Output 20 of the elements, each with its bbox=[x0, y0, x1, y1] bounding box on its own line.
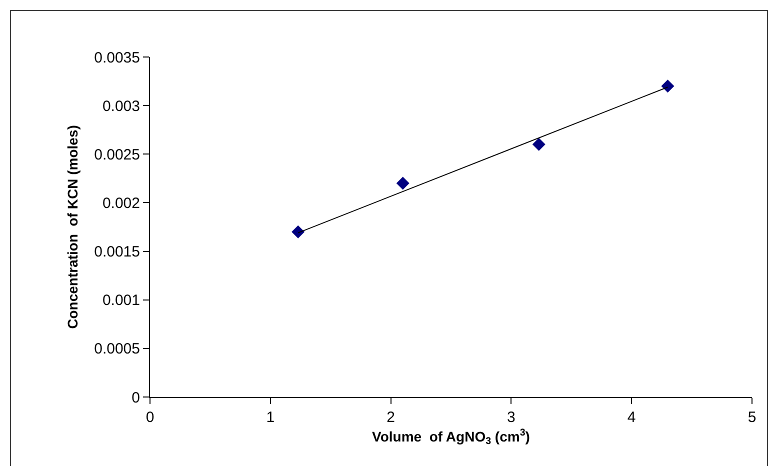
y-tick-label: 0.002 bbox=[102, 194, 140, 212]
x-tick-label: 4 bbox=[627, 409, 636, 426]
y-tick-label: 0.0015 bbox=[94, 244, 140, 261]
x-tick-label: 2 bbox=[386, 409, 395, 426]
point bbox=[661, 80, 674, 93]
x-tick-label: 5 bbox=[748, 409, 756, 426]
point bbox=[292, 225, 305, 238]
x-axis-title: Volume of AgNO$_{3}$ (cm$^{3}$) bbox=[372, 427, 530, 448]
x-tick-label: 1 bbox=[266, 409, 275, 426]
y-axis-title: Concentration of KCN (moles) bbox=[64, 125, 81, 329]
y-tick-label: 0 bbox=[132, 389, 140, 406]
y-tick-label: 0.0025 bbox=[94, 146, 140, 164]
x-tick-label: 3 bbox=[507, 409, 516, 426]
x-tick-label: 0 bbox=[146, 409, 154, 426]
point bbox=[532, 138, 546, 151]
y-tick-label: 0.0035 bbox=[94, 49, 140, 66]
y-tick-label: 0.003 bbox=[102, 98, 140, 115]
y-tick-label: 0.001 bbox=[102, 292, 140, 310]
y-tick-label: 0.0005 bbox=[94, 340, 140, 358]
point bbox=[396, 176, 410, 190]
